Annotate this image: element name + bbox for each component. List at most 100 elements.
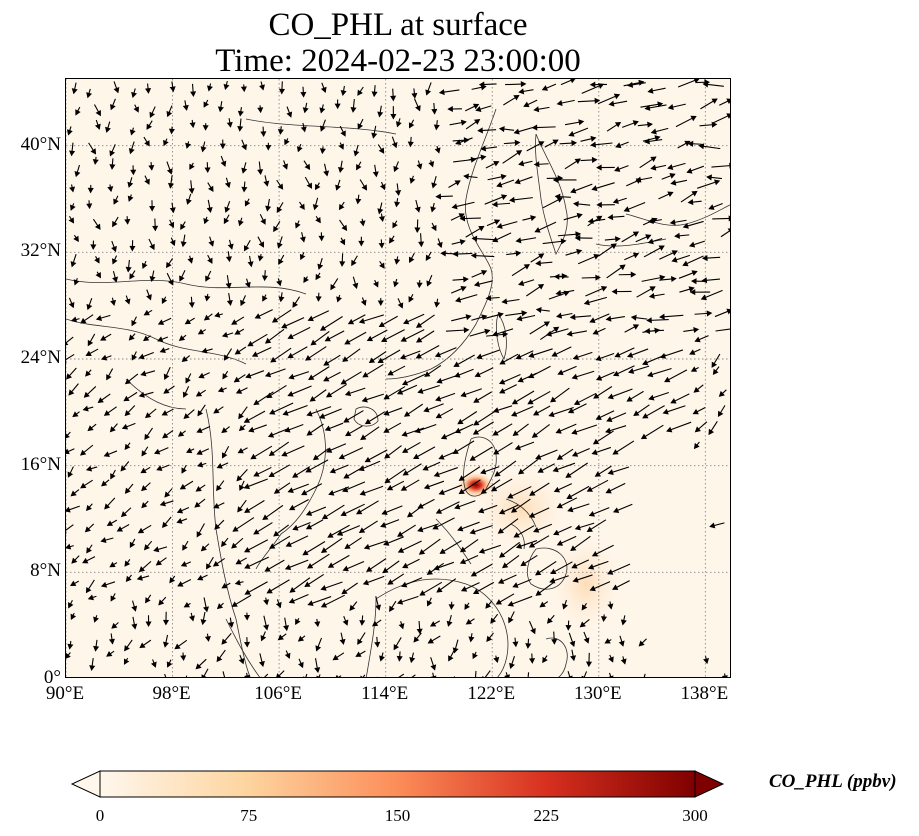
- wind-arrow-head: [328, 489, 335, 496]
- wind-arrow-head: [497, 311, 504, 318]
- wind-arrow-head: [667, 104, 674, 110]
- lon-tick-label: 106°E: [254, 683, 302, 704]
- wind-arrow-head: [460, 586, 468, 592]
- wind-arrow-head: [169, 577, 176, 584]
- wind-arrow-head: [319, 125, 326, 132]
- wind-arrow-head: [205, 275, 211, 282]
- wind-arrow-head: [473, 281, 481, 288]
- wind-arrow-head: [687, 140, 694, 147]
- wind-arrow-head: [181, 467, 187, 474]
- coastlines: [66, 108, 730, 677]
- wind-arrow-head: [100, 537, 107, 544]
- wind-arrow-head: [605, 427, 612, 434]
- wind-arrow-head: [473, 119, 481, 125]
- wind-arrow-head: [590, 141, 597, 148]
- wind-arrow-head: [87, 425, 94, 432]
- wind-arrow-head: [200, 146, 207, 153]
- wind-arrow-head: [345, 430, 352, 437]
- wind-arrow-head: [359, 620, 366, 626]
- wind-arrow-head: [533, 161, 540, 168]
- wind-arrow-head: [556, 312, 563, 319]
- wind-arrow-head: [83, 391, 90, 398]
- wind-arrow-head: [196, 531, 203, 538]
- wind-arrow-head: [605, 315, 612, 322]
- wind-arrow-head: [434, 351, 442, 358]
- wind-arrow-head: [234, 348, 241, 355]
- wind-arrow-head: [381, 509, 388, 516]
- wind-arrow-head: [276, 280, 282, 287]
- wind-arrow-head: [583, 299, 590, 306]
- lon-tick-label: 130°E: [573, 683, 622, 704]
- colorbar: [70, 770, 725, 798]
- wind-arrow-head: [494, 470, 501, 477]
- wind-arrow-head: [478, 225, 485, 232]
- wind-arrow-head: [418, 549, 426, 555]
- wind-arrow-head: [263, 599, 270, 606]
- wind-arrow-head: [534, 227, 541, 233]
- wind-arrow-head: [426, 280, 433, 287]
- wind-arrow-head: [570, 545, 577, 552]
- wind-arrow-head: [141, 262, 148, 270]
- wind-arrow-head: [666, 426, 673, 433]
- wind-arrow-head: [314, 667, 321, 674]
- wind-arrow-head: [650, 164, 657, 171]
- wind-arrow-head: [282, 410, 289, 416]
- wind-arrow-head: [377, 111, 384, 118]
- wind-arrow-shaft: [264, 673, 269, 677]
- wind-arrow-head: [614, 121, 622, 128]
- wind-arrow-head: [402, 562, 409, 569]
- wind-arrow-head: [382, 567, 389, 574]
- wind-arrow-head: [103, 451, 110, 458]
- wind-arrow-shaft: [114, 676, 115, 677]
- wind-arrow-head: [562, 603, 568, 610]
- wind-arrow-head: [92, 159, 99, 165]
- wind-arrow-head: [320, 547, 328, 553]
- wind-arrow-head: [463, 173, 469, 180]
- colorbar-tick-label: 0: [95, 806, 105, 825]
- wind-arrow-head: [140, 467, 147, 474]
- wind-arrow-head: [572, 354, 579, 360]
- wind-arrow-head: [80, 449, 87, 456]
- wind-arrow-head: [406, 511, 414, 518]
- wind-arrow-head: [520, 560, 527, 567]
- wind-arrow-head: [711, 98, 718, 104]
- wind-arrow-head: [569, 314, 576, 321]
- wind-arrow-head: [201, 347, 208, 354]
- wind-arrow-head: [223, 83, 230, 91]
- wind-arrow-head: [364, 418, 372, 425]
- wind-arrow-head: [472, 588, 480, 594]
- wind-arrow-head: [415, 322, 423, 328]
- wind-arrow-head: [618, 640, 625, 647]
- wind-arrow-head: [334, 103, 341, 110]
- wind-arrow-head: [557, 369, 564, 376]
- wind-arrow-head: [86, 203, 93, 210]
- wind-arrow-shaft: [78, 677, 79, 678]
- wind-arrow-head: [556, 99, 563, 106]
- wind-arrow-head: [508, 617, 514, 624]
- wind-arrow-head: [66, 373, 73, 380]
- wind-arrow-head: [299, 253, 306, 261]
- wind-arrow-head: [397, 302, 404, 309]
- wind-arrow-head: [550, 568, 557, 575]
- wind-arrow-head: [480, 269, 488, 276]
- wind-arrow-head: [718, 390, 725, 397]
- wind-arrow-head: [244, 589, 251, 595]
- wind-arrow-head: [288, 373, 295, 380]
- wind-arrow-head: [452, 448, 459, 454]
- wind-arrow-head: [413, 453, 420, 459]
- wind-arrow-head: [515, 543, 523, 549]
- wind-arrow-head: [515, 353, 522, 360]
- wind-arrow-head: [623, 206, 630, 212]
- wind-arrow-head: [321, 513, 329, 520]
- wind-arrow-head: [610, 243, 617, 250]
- wind-arrow-head: [627, 352, 634, 358]
- wind-arrow-head: [393, 643, 400, 651]
- wind-arrow-head: [694, 426, 701, 433]
- wind-arrow-head: [594, 471, 602, 477]
- wind-arrow-head: [260, 218, 266, 225]
- wind-arrow-head: [690, 115, 697, 122]
- wind-arrow-head: [73, 235, 79, 243]
- wind-arrow-head: [539, 601, 546, 608]
- wind-arrow-head: [339, 638, 346, 645]
- wind-arrow-head: [244, 674, 251, 677]
